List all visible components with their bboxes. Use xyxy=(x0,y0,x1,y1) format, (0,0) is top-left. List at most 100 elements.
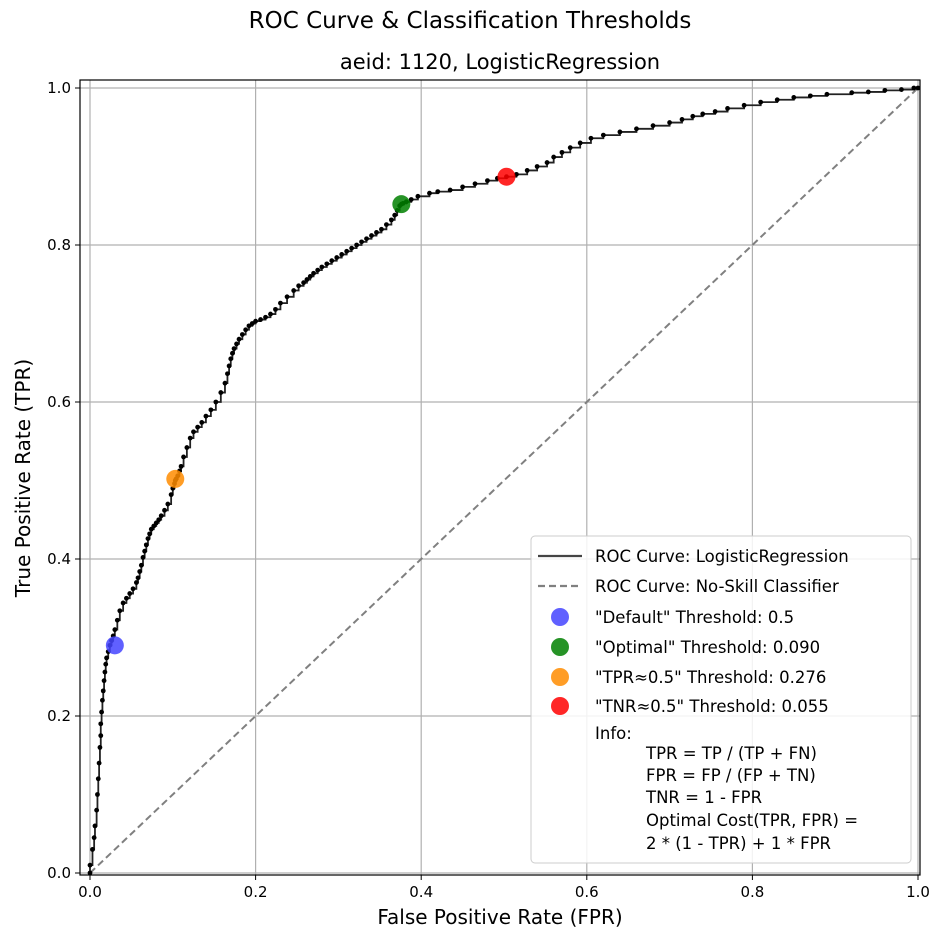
roc-point xyxy=(112,627,118,633)
roc-point xyxy=(690,113,696,119)
y-axis-label: True Positive Rate (TPR) xyxy=(11,359,35,598)
threshold-marker xyxy=(392,195,411,214)
legend-tpr-label: "TPR≈0.5" Threshold: 0.276 xyxy=(595,668,826,687)
y-tick-label: 0.2 xyxy=(47,707,71,725)
x-axis-label: False Positive Rate (FPR) xyxy=(377,905,622,929)
roc-point xyxy=(447,187,453,193)
threshold-marker xyxy=(105,636,124,655)
roc-point xyxy=(427,190,432,196)
roc-point xyxy=(98,721,104,727)
roc-point xyxy=(384,222,389,227)
roc-point xyxy=(296,283,302,289)
x-tick-label: 1.0 xyxy=(906,883,930,901)
roc-point xyxy=(147,531,153,537)
roc-point xyxy=(96,760,102,766)
legend-noskill-label: ROC Curve: No-Skill Classifier xyxy=(595,577,839,596)
roc-point xyxy=(374,230,379,235)
roc-point xyxy=(191,429,196,435)
roc-point xyxy=(600,132,606,138)
roc-point xyxy=(882,87,888,93)
x-tick-label: 0.8 xyxy=(740,883,764,901)
x-axis-ticks: 0.0 0.2 0.4 0.6 0.8 1.0 xyxy=(78,875,930,901)
roc-point xyxy=(899,87,904,92)
roc-point xyxy=(158,513,164,519)
legend-info-line: FPR = FP / (FP + TN) xyxy=(646,766,816,785)
roc-point xyxy=(544,160,550,165)
roc-point xyxy=(203,413,209,419)
roc-point xyxy=(178,463,184,469)
roc-point xyxy=(634,126,639,132)
roc-point xyxy=(231,346,237,352)
x-tick-label: 0.0 xyxy=(78,883,102,901)
legend-optimal-label: "Optimal" Threshold: 0.090 xyxy=(595,638,820,657)
roc-point xyxy=(114,617,120,623)
legend-info-line: TNR = 1 - FPR xyxy=(645,788,762,807)
roc-point xyxy=(334,255,340,260)
roc-point xyxy=(181,454,186,460)
y-tick-label: 1.0 xyxy=(47,79,71,97)
roc-point xyxy=(142,548,148,554)
roc-point xyxy=(208,407,214,413)
roc-point xyxy=(165,501,171,507)
y-tick-label: 0.0 xyxy=(47,864,71,882)
roc-point xyxy=(162,507,167,513)
roc-point xyxy=(124,595,129,601)
roc-point xyxy=(95,792,100,797)
roc-point xyxy=(117,608,123,614)
roc-point xyxy=(278,300,283,306)
roc-point xyxy=(263,314,268,320)
roc-point xyxy=(807,93,813,99)
roc-point xyxy=(774,97,780,103)
roc-point xyxy=(758,99,764,105)
threshold-marker xyxy=(497,167,516,186)
roc-point xyxy=(388,217,394,223)
legend-tnr-label: "TNR≈0.5" Threshold: 0.055 xyxy=(595,697,829,716)
roc-point xyxy=(140,555,146,560)
roc-point xyxy=(712,109,718,114)
roc-point xyxy=(588,135,594,141)
roc-point xyxy=(253,318,258,324)
roc-point xyxy=(234,341,239,347)
roc-point xyxy=(359,239,364,245)
chart-subtitle: aeid: 1120, LogisticRegression xyxy=(340,50,660,74)
roc-point xyxy=(915,85,921,91)
roc-point xyxy=(679,117,685,122)
roc-point xyxy=(349,245,355,251)
roc-point xyxy=(307,274,313,279)
x-tick-label: 0.2 xyxy=(244,883,268,901)
roc-point xyxy=(311,270,316,276)
roc-point xyxy=(138,562,144,568)
roc-point xyxy=(315,267,321,273)
legend-info-heading: Info: xyxy=(595,724,632,743)
x-tick-label: 0.6 xyxy=(575,883,599,901)
roc-point xyxy=(130,586,136,592)
threshold-markers xyxy=(105,167,516,655)
legend-info-line: TPR = TP / (TP + FN) xyxy=(645,744,817,763)
roc-point xyxy=(291,288,297,293)
roc-point xyxy=(226,363,232,369)
roc-point xyxy=(101,678,107,684)
roc-point xyxy=(824,91,830,97)
roc-point xyxy=(120,600,126,606)
roc-point xyxy=(354,242,360,248)
roc-point xyxy=(849,90,855,96)
roc-point xyxy=(667,120,672,125)
roc-point xyxy=(577,140,583,146)
roc-point xyxy=(559,149,565,155)
roc-point xyxy=(199,420,205,425)
roc-point xyxy=(195,424,201,430)
roc-point xyxy=(524,168,530,173)
roc-point xyxy=(567,145,573,151)
y-tick-label: 0.8 xyxy=(47,236,71,254)
no-skill-layer xyxy=(89,87,919,874)
roc-point xyxy=(87,870,93,876)
no-skill-line xyxy=(89,87,919,874)
roc-point xyxy=(369,233,374,238)
roc-point xyxy=(184,445,190,450)
roc-point xyxy=(344,248,350,254)
legend: ROC Curve: LogisticRegression ROC Curve:… xyxy=(530,535,912,864)
roc-point xyxy=(268,311,273,317)
roc-point xyxy=(258,317,263,322)
roc-point xyxy=(324,261,330,267)
